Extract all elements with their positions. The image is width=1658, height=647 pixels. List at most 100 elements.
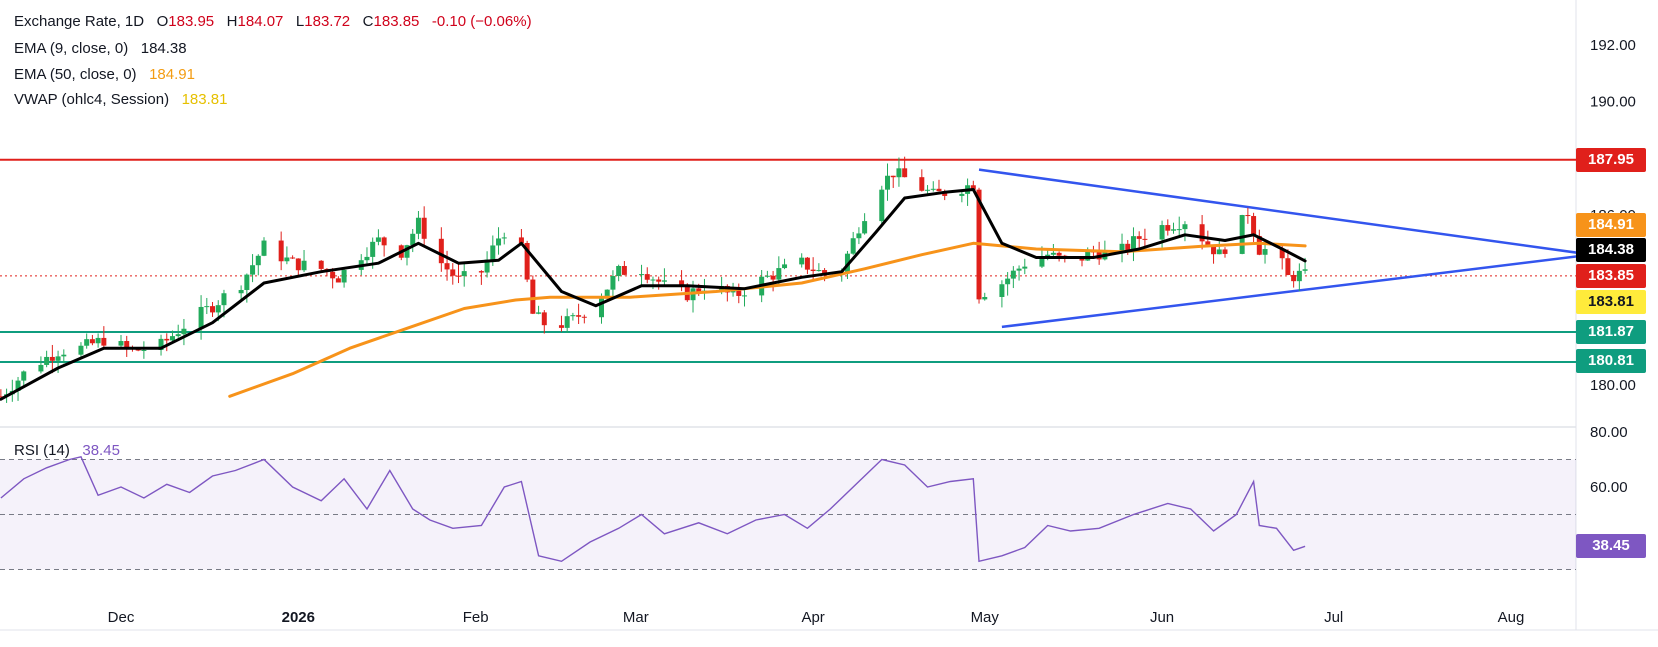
candle-body [639, 274, 645, 276]
time-tick-label: Jun [1150, 609, 1174, 626]
candle-body [290, 257, 296, 259]
level-label-181-87: 181.87 [1576, 320, 1646, 344]
candle-body [301, 260, 307, 271]
vwap-legend[interactable]: VWAP (ohlc4, Session) 183.81 [14, 91, 227, 108]
candle-body [999, 284, 1005, 297]
candle-body [770, 275, 776, 280]
candle-body [1119, 243, 1125, 251]
candle-body [650, 279, 656, 281]
candle-body [496, 238, 502, 246]
candle-body [604, 289, 610, 299]
candle-body [1022, 266, 1028, 269]
candle-body [158, 338, 164, 350]
candle-body [844, 253, 850, 272]
candle-body [1251, 216, 1257, 236]
time-tick-label: May [971, 609, 1000, 626]
candle-body [255, 255, 261, 266]
ema9-legend[interactable]: EMA (9, close, 0) 184.38 [14, 40, 187, 57]
candle-body [1056, 252, 1062, 256]
candle-body [1176, 229, 1182, 231]
candle-body [1050, 252, 1056, 255]
level-label-180-81: 180.81 [1576, 349, 1646, 373]
candle-body [1010, 270, 1016, 279]
candles-layer [0, 156, 1308, 403]
candle-body [524, 242, 530, 280]
triangle-lower-line [1001, 255, 1576, 329]
candle-body [736, 290, 742, 296]
indicator-lines [0, 188, 1307, 401]
rsi-value-label: 38.45 [1576, 534, 1646, 558]
high-value: 184.07 [237, 13, 284, 30]
candle-body [850, 238, 856, 254]
ema9-line [0, 188, 1307, 401]
candle-body [919, 177, 925, 191]
candle-body [1125, 243, 1131, 251]
candle-body [1291, 274, 1297, 282]
candle-body [936, 188, 942, 192]
candle-body [616, 265, 622, 277]
candle-body [1285, 258, 1291, 275]
candle-body [902, 168, 908, 178]
candle-body [38, 364, 44, 372]
ema50-label: EMA (50, close, 0) [14, 66, 137, 83]
candle-body [44, 356, 50, 365]
candle-body [1296, 270, 1302, 282]
candle-body [450, 269, 456, 276]
candle-body [1205, 241, 1211, 245]
candle-body [410, 233, 416, 246]
candle-body [776, 268, 782, 280]
rsi-legend[interactable]: RSI (14) 38.45 [14, 442, 120, 459]
candle-body [896, 168, 902, 178]
ema50-legend[interactable]: EMA (50, close, 0) 184.91 [14, 66, 195, 83]
candle-body [484, 259, 490, 273]
rsi-tick-label: 60.00 [1590, 479, 1628, 496]
level-label-187-95: 187.95 [1576, 148, 1646, 172]
candle-body [415, 217, 421, 234]
candle-body [879, 189, 885, 222]
candle-body [370, 241, 376, 257]
candle-body [181, 328, 187, 335]
candle-body [890, 175, 896, 178]
candle-body [421, 217, 427, 239]
candle-body [318, 260, 324, 269]
time-tick-label: Dec [108, 609, 135, 626]
candle-body [799, 257, 805, 265]
candle-body [438, 238, 444, 264]
grid-layer [0, 0, 1658, 631]
candle-body [982, 296, 988, 300]
candle-body [661, 280, 667, 282]
candle-body [656, 279, 662, 282]
time-tick-label: Jul [1324, 609, 1343, 626]
candle-body [1216, 249, 1222, 255]
candle-body [558, 325, 564, 328]
rsi-legend-value: 38.45 [82, 442, 120, 459]
time-tick-label: Apr [801, 609, 824, 626]
candle-body [0, 396, 4, 398]
candle-body [576, 315, 582, 317]
candle-body [55, 356, 61, 361]
candle-body [118, 341, 124, 346]
open-label: O [156, 13, 169, 30]
candle-body [404, 245, 410, 258]
candle-body [1159, 225, 1165, 240]
candle-body [501, 237, 507, 239]
ema50-value: 184.91 [149, 66, 195, 83]
candle-body [925, 189, 931, 191]
candle-body [1199, 224, 1205, 242]
candle-body [782, 264, 788, 269]
ohlc-legend: Exchange Rate, 1D O183.95 H184.07 L183.7… [14, 13, 532, 30]
candle-body [862, 221, 868, 234]
candle-body [1171, 229, 1177, 231]
price-tick-label: 192.00 [1590, 37, 1636, 54]
candle-body [804, 257, 810, 270]
rsi-pane [0, 455, 1576, 570]
candle-body [541, 312, 547, 326]
candle-body [1302, 269, 1308, 271]
candle-body [1256, 235, 1262, 255]
open-value: 183.95 [168, 13, 215, 30]
candle-body [810, 269, 816, 272]
candle-body [169, 336, 175, 341]
time-tick-label: 2026 [282, 609, 315, 626]
candle-body [621, 265, 627, 275]
